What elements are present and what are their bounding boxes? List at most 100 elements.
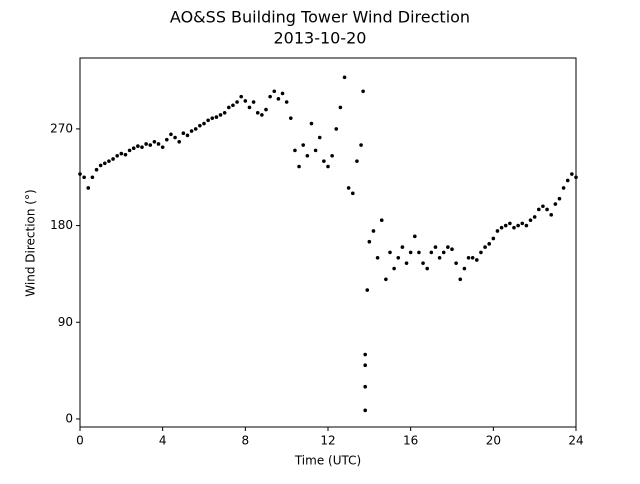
point [433, 245, 438, 249]
x-tick-label: 12 [320, 434, 335, 448]
point [313, 148, 318, 153]
point [82, 175, 86, 180]
point [365, 288, 370, 292]
point [400, 245, 405, 249]
point [561, 186, 566, 190]
point [78, 172, 82, 176]
point [574, 175, 578, 180]
point [557, 196, 562, 201]
point [160, 145, 165, 149]
point [177, 139, 181, 144]
point [264, 107, 268, 112]
point [251, 100, 256, 104]
point [516, 223, 520, 228]
point [181, 131, 186, 135]
point [565, 178, 570, 183]
point [165, 137, 169, 142]
point [98, 163, 103, 168]
point [462, 266, 467, 271]
y-axis-label: Wind Direction (°) [24, 189, 38, 296]
point [94, 167, 99, 172]
point [361, 89, 365, 94]
point [441, 250, 446, 255]
point [247, 105, 252, 110]
point [446, 245, 450, 249]
point [421, 261, 425, 265]
point [417, 250, 421, 255]
point [553, 202, 558, 206]
point [338, 105, 343, 110]
x-tick-label: 0 [76, 434, 84, 448]
point [470, 256, 475, 260]
point [450, 247, 454, 252]
point [396, 256, 401, 260]
point [363, 352, 368, 357]
point [255, 110, 260, 115]
point [169, 132, 173, 137]
point [103, 161, 107, 166]
point [140, 145, 144, 149]
point [384, 277, 388, 282]
point [231, 103, 235, 108]
point [363, 384, 368, 389]
point [392, 266, 396, 271]
point [466, 256, 471, 260]
point [268, 94, 272, 99]
point [379, 218, 384, 223]
point [189, 129, 194, 133]
point [371, 229, 376, 233]
point [570, 172, 574, 176]
point [425, 266, 430, 271]
chart-subtitle: 2013-10-20 [274, 29, 367, 48]
point [359, 143, 363, 147]
point [284, 100, 289, 104]
point [487, 242, 492, 246]
point [495, 229, 500, 233]
point [297, 164, 301, 169]
point [148, 143, 153, 147]
point [437, 256, 442, 260]
point [512, 225, 516, 230]
point [193, 127, 198, 131]
point [260, 113, 264, 117]
point [202, 121, 206, 126]
point [334, 127, 339, 131]
point [346, 186, 351, 190]
y-tick-label: 90 [58, 315, 73, 329]
point [293, 148, 297, 153]
point [537, 207, 541, 212]
point [107, 159, 111, 163]
point [483, 245, 487, 249]
point [549, 213, 553, 217]
point [198, 123, 202, 128]
x-tick-label: 20 [486, 434, 501, 448]
y-tick-label: 270 [50, 121, 73, 135]
point [276, 97, 281, 101]
point [351, 191, 355, 196]
point [131, 146, 136, 151]
point [503, 223, 508, 228]
point [222, 110, 227, 115]
point [475, 258, 479, 262]
point [86, 186, 91, 190]
point [408, 250, 413, 255]
point [90, 175, 95, 180]
point [119, 151, 124, 156]
point [301, 143, 306, 147]
point [210, 116, 215, 120]
point [272, 89, 277, 94]
chart-title: AO&SS Building Tower Wind Direction [170, 8, 470, 27]
x-axis-label: Time (UTC) [294, 454, 361, 468]
point [218, 113, 223, 117]
point [479, 250, 483, 255]
point [214, 115, 219, 119]
point [458, 277, 463, 282]
point [429, 250, 434, 255]
point [342, 75, 347, 80]
point [289, 116, 293, 120]
point [136, 144, 140, 148]
point [367, 239, 372, 244]
point [305, 153, 310, 158]
point [156, 142, 161, 146]
x-tick-label: 24 [568, 434, 583, 448]
